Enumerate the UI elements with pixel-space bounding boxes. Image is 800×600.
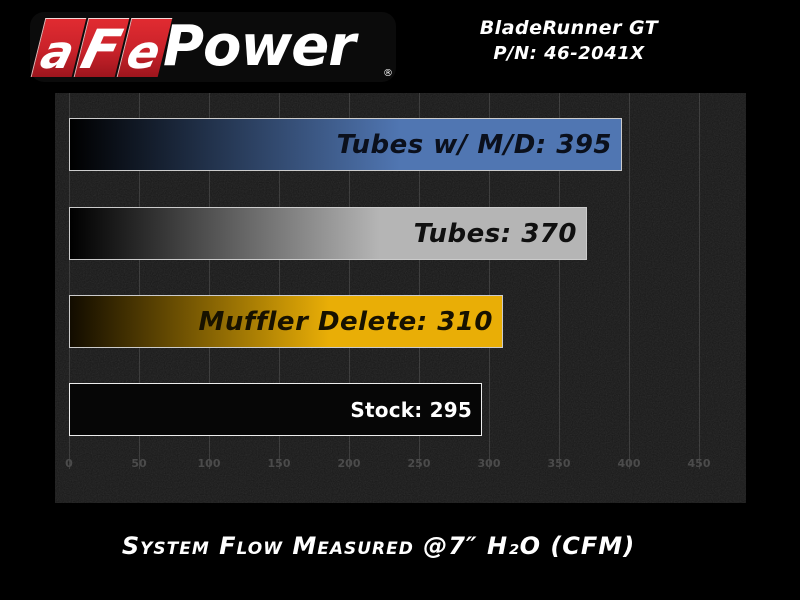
x-tick-label-250: 250 (407, 457, 431, 470)
product-part-number: P/N: 46-2041X (493, 43, 645, 64)
chart-caption: System Flow Measured @7″ H₂O (CFM) (121, 532, 636, 560)
logo-letter-a: a (35, 24, 81, 79)
x-tick-label-200: 200 (337, 457, 361, 470)
gridline-0 (69, 93, 70, 469)
registered-trademark-icon: ® (383, 68, 393, 79)
bar-label-tubes-w-m-d: Tubes w/ M/D: 395 (336, 129, 612, 160)
gridline-450 (699, 93, 700, 469)
logo-letter-e: e (121, 24, 167, 79)
gridline-300 (489, 93, 490, 469)
bar-tubes-w-m-d: Tubes w/ M/D: 395 (69, 118, 622, 171)
gridline-250 (419, 93, 420, 469)
bar-tubes: Tubes: 370 (69, 207, 587, 260)
gridline-200 (349, 93, 350, 469)
gridline-150 (279, 93, 280, 469)
x-tick-label-300: 300 (477, 457, 501, 470)
gridline-100 (209, 93, 210, 469)
gridline-50 (139, 93, 140, 469)
chart-panel: 0 50 100 150 200 250 300 350 400 450 Tubes w/ M/D:… (55, 93, 746, 503)
x-tick-label-0: 0 (65, 457, 73, 470)
x-tick-label-50: 50 (131, 457, 147, 470)
bar-muffler-delete: Muffler Delete: 310 (69, 295, 503, 348)
x-tick-label-100: 100 (197, 457, 221, 470)
bar-label-stock: Stock: 295 (350, 397, 472, 422)
product-name: BladeRunner GT (479, 17, 659, 39)
product-title: BladeRunner GT P/N: 46-2041X (430, 17, 708, 64)
x-tick-label-400: 400 (617, 457, 641, 470)
logo-wordmark: Power (163, 14, 356, 79)
x-tick-label-150: 150 (267, 457, 291, 470)
x-tick-label-350: 350 (547, 457, 571, 470)
bar-label-muffler-delete: Muffler Delete: 310 (198, 306, 493, 337)
x-tick-label-450: 450 (687, 457, 711, 470)
bar-stock: Stock: 295 (69, 383, 482, 436)
bar-label-tubes: Tubes: 370 (413, 218, 577, 249)
afe-power-logo: a F e Power ® (30, 12, 396, 82)
gridline-350 (559, 93, 560, 469)
gridline-400 (629, 93, 630, 469)
